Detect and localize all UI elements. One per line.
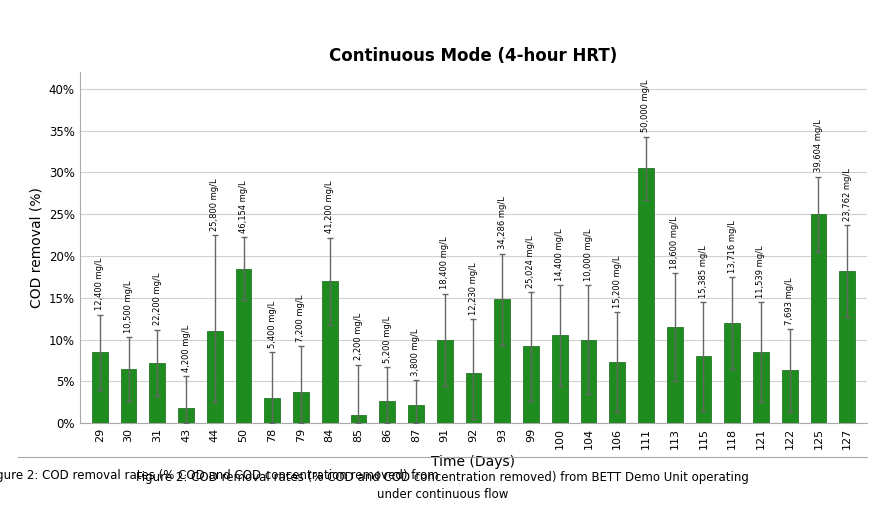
Bar (265, 398, 281, 423)
Text: 3,800 mg/L: 3,800 mg/L (412, 328, 420, 376)
Bar (178, 408, 194, 423)
Text: 34,286 mg/L: 34,286 mg/L (497, 197, 507, 249)
Text: 10,500 mg/L: 10,500 mg/L (124, 280, 133, 333)
Bar (322, 281, 338, 423)
Bar (523, 346, 539, 423)
Bar (724, 323, 740, 423)
Bar (235, 268, 251, 423)
Bar (293, 392, 309, 423)
Bar (638, 168, 654, 423)
Bar (811, 214, 827, 423)
Bar (552, 335, 567, 423)
Text: 7,200 mg/L: 7,200 mg/L (296, 295, 305, 342)
Text: 50,000 mg/L: 50,000 mg/L (642, 80, 650, 133)
Text: 10,000 mg/L: 10,000 mg/L (584, 229, 593, 281)
Bar (207, 331, 223, 423)
Bar (753, 352, 769, 423)
Bar (380, 400, 395, 423)
Bar (466, 373, 481, 423)
Text: under continuous flow: under continuous flow (377, 488, 508, 501)
Text: Figure 2: COD removal rates (% COD and COD concentration removed) from BETT Demo: Figure 2: COD removal rates (% COD and C… (136, 471, 749, 484)
Bar (495, 299, 510, 423)
Text: 2,200 mg/L: 2,200 mg/L (354, 313, 363, 361)
Bar (581, 340, 596, 423)
Text: 12,400 mg/L: 12,400 mg/L (96, 258, 104, 310)
Y-axis label: COD removal (%): COD removal (%) (29, 187, 43, 308)
Text: 22,200 mg/L: 22,200 mg/L (153, 273, 162, 326)
Text: 12,230 mg/L: 12,230 mg/L (469, 262, 478, 315)
Text: 18,400 mg/L: 18,400 mg/L (440, 237, 450, 289)
Text: 15,385 mg/L: 15,385 mg/L (699, 245, 708, 298)
Bar (92, 352, 108, 423)
Text: 25,800 mg/L: 25,800 mg/L (211, 179, 219, 231)
Bar (408, 405, 424, 423)
Text: 15,200 mg/L: 15,200 mg/L (612, 255, 621, 308)
Bar (150, 363, 165, 423)
Text: 39,604 mg/L: 39,604 mg/L (814, 120, 823, 172)
Bar (609, 362, 625, 423)
Text: Figure 2: COD removal rates (% COD and COD concentration removed) from: Figure 2: COD removal rates (% COD and C… (0, 470, 442, 482)
Text: 7,693 mg/L: 7,693 mg/L (785, 277, 794, 325)
Bar (666, 327, 682, 423)
Bar (120, 369, 136, 423)
Title: Continuous Mode (4-hour HRT): Continuous Mode (4-hour HRT) (329, 47, 618, 65)
Text: 14,400 mg/L: 14,400 mg/L (555, 229, 565, 281)
Text: 18,600 mg/L: 18,600 mg/L (670, 216, 679, 268)
Text: 41,200 mg/L: 41,200 mg/L (326, 181, 335, 233)
X-axis label: Time (Days): Time (Days) (432, 455, 515, 469)
Bar (696, 356, 712, 423)
Text: 11,539 mg/L: 11,539 mg/L (757, 245, 766, 298)
Bar (781, 370, 797, 423)
Text: 4,200 mg/L: 4,200 mg/L (181, 325, 190, 372)
Text: 23,762 mg/L: 23,762 mg/L (843, 168, 851, 221)
Text: 46,154 mg/L: 46,154 mg/L (239, 180, 248, 233)
Bar (839, 271, 855, 423)
Text: 25,024 mg/L: 25,024 mg/L (527, 235, 535, 288)
Text: 5,200 mg/L: 5,200 mg/L (382, 316, 392, 363)
Bar (437, 340, 452, 423)
Text: 5,400 mg/L: 5,400 mg/L (268, 301, 277, 348)
Bar (350, 415, 366, 423)
Text: 13,716 mg/L: 13,716 mg/L (727, 220, 736, 273)
